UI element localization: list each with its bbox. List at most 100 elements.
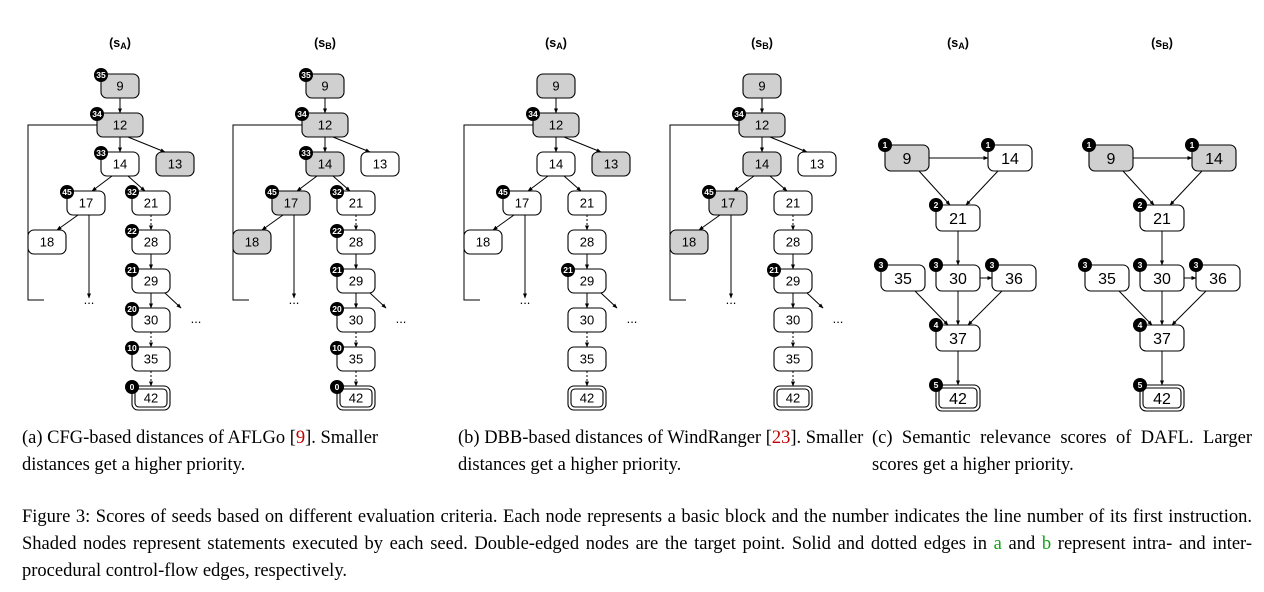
badge-circle bbox=[295, 107, 309, 121]
badge-circle bbox=[299, 68, 313, 82]
badge-value: 21 bbox=[332, 265, 342, 275]
node-21: 21 bbox=[336, 190, 376, 216]
node-label: 35 bbox=[349, 352, 363, 367]
badge-value: 1 bbox=[1190, 140, 1195, 150]
edge bbox=[563, 175, 582, 192]
badge-value: 45 bbox=[267, 187, 277, 197]
node-box bbox=[773, 307, 813, 333]
score-badge: 3 bbox=[985, 258, 999, 272]
ellipsis: ... bbox=[627, 311, 638, 326]
badge-circle bbox=[125, 263, 139, 277]
node-box bbox=[131, 268, 171, 294]
node-label: 30 bbox=[949, 271, 967, 288]
edge bbox=[332, 175, 351, 192]
node-box bbox=[880, 264, 926, 292]
node-36: 36 bbox=[991, 264, 1037, 292]
score-badge: 45 bbox=[265, 185, 279, 199]
node-label: 30 bbox=[144, 313, 158, 328]
score-badge: 0 bbox=[125, 380, 139, 394]
node-17: 17 bbox=[502, 190, 542, 216]
score-badge: 3 bbox=[1078, 258, 1092, 272]
node-box bbox=[742, 151, 782, 177]
badge-circle bbox=[767, 263, 781, 277]
badge-circle bbox=[981, 138, 995, 152]
score-badge: 34 bbox=[295, 107, 309, 121]
ellipsis: ... bbox=[833, 311, 844, 326]
edge bbox=[296, 175, 318, 192]
node-21: 21 bbox=[1139, 204, 1185, 232]
node-35: 35 bbox=[773, 346, 813, 372]
badge-value: 3 bbox=[879, 260, 884, 270]
node-box bbox=[336, 346, 376, 372]
node-30: 30 bbox=[567, 307, 607, 333]
ellipsis: ... bbox=[396, 311, 407, 326]
badge-value: 33 bbox=[301, 148, 311, 158]
edge bbox=[1122, 170, 1155, 206]
node-box bbox=[532, 112, 580, 138]
edge bbox=[369, 292, 387, 309]
badge-value: 3 bbox=[934, 260, 939, 270]
node-14: 14 bbox=[987, 144, 1033, 172]
subcaption-b: (b) DBB-based distances of WindRanger [2… bbox=[458, 428, 864, 475]
badge-value: 3 bbox=[990, 260, 995, 270]
node-label: 14 bbox=[549, 157, 563, 172]
badge-value: 10 bbox=[127, 343, 137, 353]
node-9: 9 bbox=[100, 73, 140, 99]
node-12: 12 bbox=[738, 112, 786, 138]
node-box bbox=[567, 190, 607, 216]
score-badge: 34 bbox=[90, 107, 104, 121]
node-box bbox=[336, 229, 376, 255]
score-badge: 1 bbox=[1185, 138, 1199, 152]
node-box bbox=[463, 229, 503, 255]
node-box bbox=[1088, 144, 1134, 172]
score-badge: 34 bbox=[526, 107, 540, 121]
node-label: 13 bbox=[373, 157, 387, 172]
badge-circle bbox=[732, 107, 746, 121]
badge-value: 45 bbox=[498, 187, 508, 197]
citation-link-9[interactable]: 9 bbox=[295, 428, 306, 448]
node-35: 35 bbox=[880, 264, 926, 292]
node-box bbox=[536, 73, 576, 99]
subfigure-ref-a[interactable]: a bbox=[993, 534, 1002, 554]
edge bbox=[1171, 290, 1207, 326]
badge-circle bbox=[125, 380, 139, 394]
node-42: 42 bbox=[773, 385, 813, 411]
edge bbox=[332, 136, 371, 153]
node-label: 12 bbox=[113, 118, 127, 133]
edge bbox=[1118, 290, 1153, 326]
badge-value: 21 bbox=[563, 265, 573, 275]
figure-caption: Figure 3: Scores of seeds based on diffe… bbox=[22, 507, 1253, 581]
node-label: 13 bbox=[604, 157, 618, 172]
node-box bbox=[305, 151, 345, 177]
edge bbox=[600, 292, 618, 309]
badge-circle bbox=[878, 138, 892, 152]
score-badge: 3 bbox=[929, 258, 943, 272]
node-9: 9 bbox=[742, 73, 782, 99]
node-box bbox=[336, 268, 376, 294]
citation-link-23[interactable]: 23 bbox=[771, 428, 791, 448]
badge-circle bbox=[125, 302, 139, 316]
node-label: 18 bbox=[476, 235, 490, 250]
node-box bbox=[987, 144, 1033, 172]
node-label: 9 bbox=[1107, 151, 1116, 168]
node-35: 35 bbox=[1084, 264, 1130, 292]
node-36: 36 bbox=[1195, 264, 1241, 292]
badge-circle bbox=[330, 224, 344, 238]
node-37: 37 bbox=[935, 324, 981, 352]
subfigure-ref-b[interactable]: b bbox=[1041, 534, 1052, 554]
target-inner-border bbox=[134, 388, 168, 408]
seed-title: (sB) bbox=[751, 36, 773, 51]
node-label: 36 bbox=[1209, 271, 1227, 288]
badge-value: 21 bbox=[769, 265, 779, 275]
badge-value: 4 bbox=[1138, 320, 1143, 330]
node-28: 28 bbox=[567, 229, 607, 255]
loop-back-edge bbox=[27, 123, 102, 301]
badge-circle bbox=[874, 258, 888, 272]
node-box bbox=[884, 144, 930, 172]
loop-back-edge bbox=[669, 123, 744, 301]
score-badge: 21 bbox=[125, 263, 139, 277]
node-21: 21 bbox=[935, 204, 981, 232]
badge-circle bbox=[330, 185, 344, 199]
ellipsis: ... bbox=[289, 292, 300, 307]
badge-value: 22 bbox=[332, 226, 342, 236]
